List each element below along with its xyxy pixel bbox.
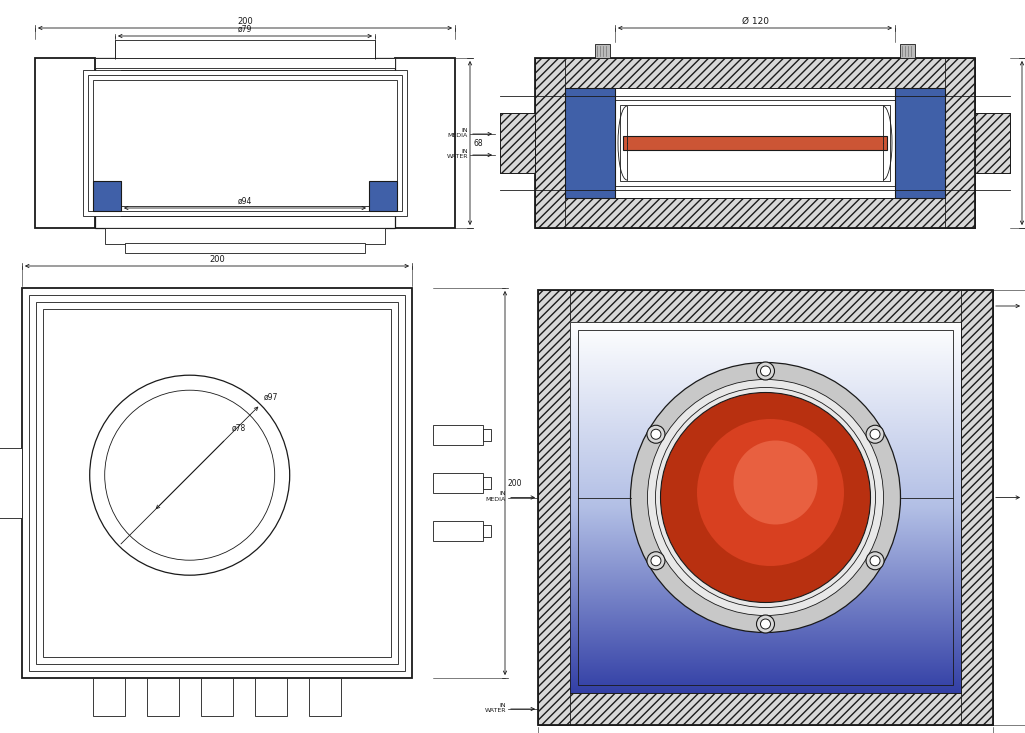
Bar bbox=[43, 309, 391, 657]
Bar bbox=[975, 113, 1010, 173]
Bar bbox=[483, 429, 491, 441]
Bar bbox=[93, 181, 121, 211]
Bar bbox=[255, 678, 287, 716]
Text: ø97: ø97 bbox=[263, 392, 278, 402]
Text: ø94: ø94 bbox=[238, 197, 252, 206]
Bar bbox=[538, 290, 993, 725]
Bar bbox=[538, 693, 993, 725]
Bar bbox=[93, 181, 121, 211]
Text: 200: 200 bbox=[237, 17, 253, 26]
Bar bbox=[538, 290, 570, 725]
Bar bbox=[88, 75, 402, 211]
Circle shape bbox=[761, 619, 771, 629]
Bar bbox=[93, 80, 397, 206]
Text: IN
WATER: IN WATER bbox=[485, 703, 506, 713]
Bar bbox=[309, 678, 341, 716]
Bar bbox=[620, 105, 890, 181]
Bar bbox=[29, 295, 405, 671]
Bar bbox=[433, 521, 483, 541]
Text: IN
MEDIA: IN MEDIA bbox=[448, 128, 468, 139]
Bar bbox=[201, 678, 233, 716]
Circle shape bbox=[651, 430, 661, 439]
Bar bbox=[535, 198, 975, 228]
Circle shape bbox=[866, 552, 884, 570]
Bar bbox=[961, 290, 993, 725]
Bar bbox=[115, 40, 375, 58]
Bar bbox=[594, 44, 610, 58]
Circle shape bbox=[656, 388, 875, 608]
Bar bbox=[147, 678, 179, 716]
Circle shape bbox=[870, 556, 880, 566]
Bar bbox=[35, 58, 95, 228]
Text: IN
WATER: IN WATER bbox=[447, 149, 468, 159]
Bar bbox=[433, 473, 483, 493]
Text: ø79: ø79 bbox=[238, 25, 252, 34]
Circle shape bbox=[734, 441, 818, 525]
Circle shape bbox=[756, 362, 775, 380]
Text: 68: 68 bbox=[473, 139, 483, 147]
Bar bbox=[22, 288, 412, 678]
Bar bbox=[945, 58, 975, 228]
Circle shape bbox=[648, 380, 884, 616]
Bar bbox=[578, 330, 953, 685]
Bar bbox=[565, 88, 615, 198]
Bar bbox=[500, 113, 535, 173]
Bar bbox=[975, 113, 1010, 173]
Text: Ø 120: Ø 120 bbox=[741, 17, 769, 26]
Bar bbox=[535, 58, 565, 228]
Text: ø94: ø94 bbox=[845, 558, 859, 567]
Circle shape bbox=[756, 615, 775, 633]
Bar bbox=[95, 58, 395, 68]
Bar bbox=[615, 100, 895, 186]
Bar bbox=[535, 58, 975, 88]
Circle shape bbox=[90, 375, 290, 575]
Bar bbox=[0, 448, 22, 518]
Bar bbox=[895, 88, 945, 198]
Bar bbox=[36, 302, 398, 664]
Bar bbox=[93, 678, 125, 716]
Bar bbox=[538, 290, 993, 322]
Bar bbox=[125, 243, 365, 253]
Text: IN
MEDIA: IN MEDIA bbox=[486, 491, 506, 502]
Text: 200: 200 bbox=[508, 479, 523, 487]
Bar bbox=[395, 58, 455, 228]
Bar bbox=[500, 113, 535, 173]
Bar bbox=[535, 58, 975, 228]
Bar bbox=[95, 58, 395, 228]
Circle shape bbox=[697, 419, 844, 566]
Bar bbox=[483, 477, 491, 489]
Circle shape bbox=[630, 363, 901, 633]
Bar bbox=[105, 228, 385, 244]
Circle shape bbox=[761, 366, 771, 376]
Circle shape bbox=[647, 425, 665, 443]
Bar bbox=[900, 44, 915, 58]
Circle shape bbox=[866, 425, 884, 443]
Bar bbox=[433, 425, 483, 445]
Circle shape bbox=[870, 430, 880, 439]
Circle shape bbox=[647, 552, 665, 570]
Circle shape bbox=[651, 556, 661, 566]
Bar bbox=[369, 181, 397, 211]
Bar bbox=[623, 136, 887, 150]
Text: 200: 200 bbox=[209, 255, 224, 264]
Bar bbox=[83, 70, 407, 216]
Circle shape bbox=[105, 390, 275, 560]
Circle shape bbox=[660, 392, 870, 603]
Bar bbox=[483, 525, 491, 537]
Text: ø78: ø78 bbox=[232, 424, 246, 433]
Bar bbox=[570, 322, 961, 693]
